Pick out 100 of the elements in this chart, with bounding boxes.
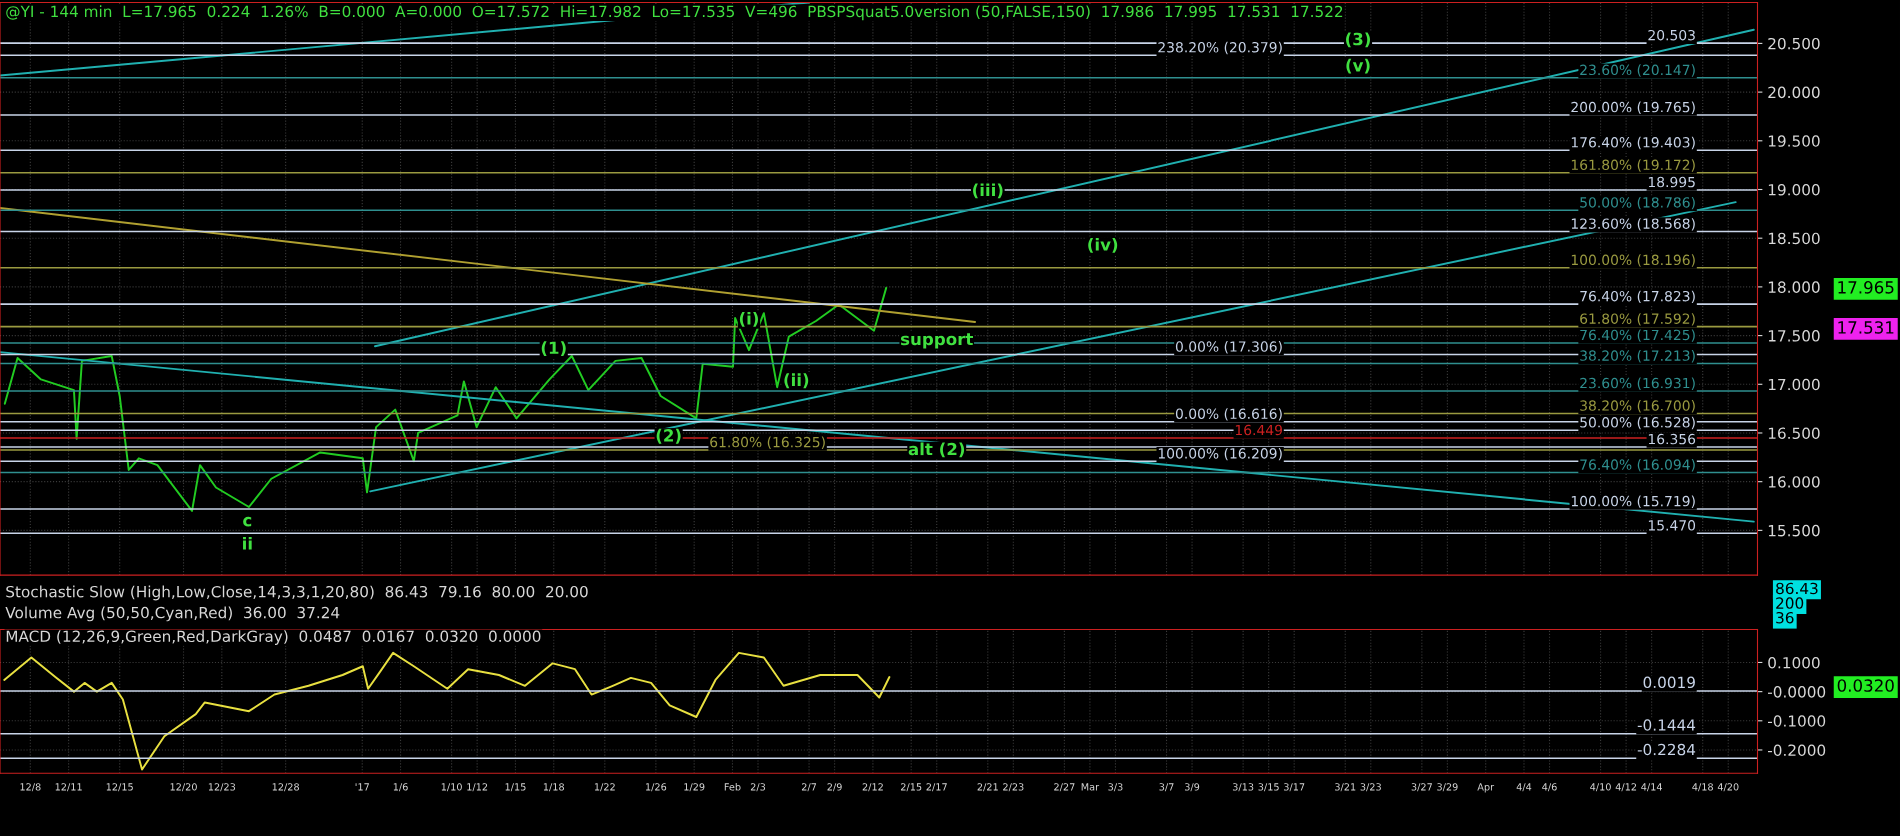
x-tick-label: 4/14	[1641, 783, 1663, 792]
ref-line-label: 23.60% (20.147)	[1580, 64, 1695, 77]
ref-line-label: 0.00% (16.616)	[1175, 408, 1282, 421]
x-tick-label: 1/12	[467, 783, 488, 792]
y-tick-label: -0.1000	[1767, 715, 1826, 727]
x-tick-label: 12/11	[55, 783, 82, 792]
ref-line-label: 161.80% (19.172)	[1571, 159, 1695, 172]
y-tick-label: 19.500	[1768, 135, 1820, 147]
x-tick-label: 2/12	[862, 783, 883, 792]
x-tick-label: 12/28	[272, 783, 299, 792]
annotation: ii	[243, 536, 252, 550]
x-tick-label: 3/15	[1258, 783, 1279, 792]
y-tick-label: 19.000	[1768, 183, 1820, 196]
annotation: (2)	[656, 428, 681, 444]
ref-line-label: -0.1444	[1637, 719, 1696, 731]
x-tick-label: 2/23	[1003, 783, 1024, 792]
y-tick-label: 18.000	[1768, 281, 1820, 293]
annotation: (1)	[541, 341, 566, 357]
y-tick-label: 18.500	[1768, 232, 1820, 245]
x-tick-label: 2/3	[750, 783, 766, 792]
text: 86.43	[1776, 582, 1818, 595]
y-tick-label: 0.1000	[1768, 656, 1820, 669]
annotation: alt (2)	[908, 442, 965, 458]
ref-line-label: 15.470	[1648, 520, 1696, 531]
ref-line-label: 100.00% (16.209)	[1158, 447, 1282, 461]
annotation: (iii)	[973, 183, 1003, 199]
line-series	[3, 651, 891, 771]
text: 17.531	[1838, 321, 1894, 334]
ref-line-label: 123.60% (18.568)	[1571, 218, 1695, 231]
y-tick-label: 17.000	[1768, 378, 1820, 391]
ref-line-label: 100.00% (15.719)	[1571, 495, 1695, 508]
x-tick-label: 3/27	[1411, 783, 1432, 792]
x-tick-label: 2/21	[977, 783, 998, 792]
text: 0.0320	[1837, 679, 1894, 692]
x-tick-label: 4/4	[1516, 783, 1532, 792]
x-tick-label: Mar	[1081, 783, 1100, 791]
x-tick-label: 12/8	[20, 783, 41, 792]
x-tick-label: 1/15	[505, 783, 526, 792]
y-tick-label: 16.000	[1768, 476, 1820, 488]
text: 36	[1776, 611, 1794, 624]
y-tick-label: 20.000	[1768, 86, 1820, 99]
x-tick-label: Apr	[1477, 783, 1495, 793]
ref-line-label: 38.20% (17.213)	[1580, 350, 1695, 363]
line-series	[3, 286, 888, 512]
ref-line-label: 76.40% (16.094)	[1580, 459, 1695, 472]
ref-line-label: 50.00% (16.528)	[1580, 416, 1695, 430]
annotation: c	[243, 516, 252, 527]
x-tick-label: 1/18	[543, 783, 564, 792]
x-tick-label: 12/20	[170, 783, 197, 792]
x-tick-label: 3/23	[1360, 783, 1381, 792]
x-tick-label: 2/17	[926, 783, 947, 792]
text: Stochastic Slow (High,Low,Close,14,3,3,1,20,80) 86.43 79.16 80.00 20.00	[6, 585, 588, 601]
x-tick-label: 1/29	[684, 783, 705, 792]
ref-line-label: 16.356	[1648, 433, 1696, 445]
ref-line-label: 61.80% (17.592)	[1580, 313, 1695, 326]
text: Volume Avg (50,50,Cyan,Red) 36.00 37.24	[5, 606, 340, 622]
x-tick-label: 1/6	[393, 783, 408, 792]
x-tick-label: '17	[355, 783, 369, 791]
x-tick-label: 1/26	[646, 783, 667, 792]
annotation: (v)	[1346, 58, 1370, 74]
y-tick-label: 16.500	[1768, 427, 1820, 439]
ref-line-label: 76.40% (17.823)	[1580, 290, 1695, 304]
x-tick-label: 3/9	[1184, 783, 1200, 792]
x-tick-label: 2/27	[1054, 783, 1075, 792]
x-tick-label: 2/9	[827, 783, 842, 792]
x-tick-label: 1/10	[441, 783, 462, 792]
y-tick-label: -0.2000	[1767, 744, 1826, 756]
text: 17.965	[1838, 281, 1894, 294]
ref-line-label: 61.80% (16.325)	[710, 436, 825, 449]
ref-line-label: 20.503	[1648, 29, 1695, 41]
x-tick-label: 12/15	[106, 783, 133, 792]
annotation: (ii)	[784, 373, 809, 389]
annotation: (3)	[1346, 32, 1370, 48]
annotation: support	[900, 333, 973, 349]
x-tick-label: 4/10	[1590, 783, 1611, 792]
ref-line-label: 23.60% (16.931)	[1580, 377, 1695, 390]
x-tick-label: 4/12	[1615, 783, 1637, 792]
x-tick-label: 2/7	[801, 783, 817, 792]
x-tick-label: 2/15	[900, 783, 922, 792]
x-tick-label: 3/29	[1437, 783, 1458, 792]
annotation: (i)	[739, 311, 758, 327]
x-tick-label: 3/13	[1232, 783, 1254, 792]
x-tick-label: 1/22	[594, 783, 615, 792]
x-tick-label: 4/6	[1542, 783, 1557, 792]
annotation: (iv)	[1088, 237, 1118, 253]
ref-line-label: 18.995	[1648, 176, 1695, 188]
x-tick-label: 4/20	[1717, 783, 1739, 792]
ref-line-label: 0.00% (17.306)	[1175, 341, 1282, 354]
ref-line-label: 100.00% (18.196)	[1571, 254, 1695, 267]
chart-title: MACD (12,26,9,Green,Red,DarkGray) 0.0487 0.0167 0.0320 0.0000	[6, 630, 541, 646]
x-tick-label: 3/3	[1108, 783, 1123, 792]
y-tick-label: -0.0000	[1767, 686, 1826, 698]
x-tick-label: 4/18	[1692, 783, 1713, 792]
ref-line-label: 176.40% (19.403)	[1571, 136, 1695, 150]
ref-line-label: 200.00% (19.765)	[1571, 101, 1695, 114]
text: 200	[1776, 597, 1804, 609]
x-tick-label: Feb	[724, 783, 741, 791]
y-tick-label: 20.500	[1768, 37, 1820, 50]
ref-line-label: 0.0019	[1643, 676, 1695, 689]
y-tick-label: 15.500	[1768, 524, 1820, 537]
